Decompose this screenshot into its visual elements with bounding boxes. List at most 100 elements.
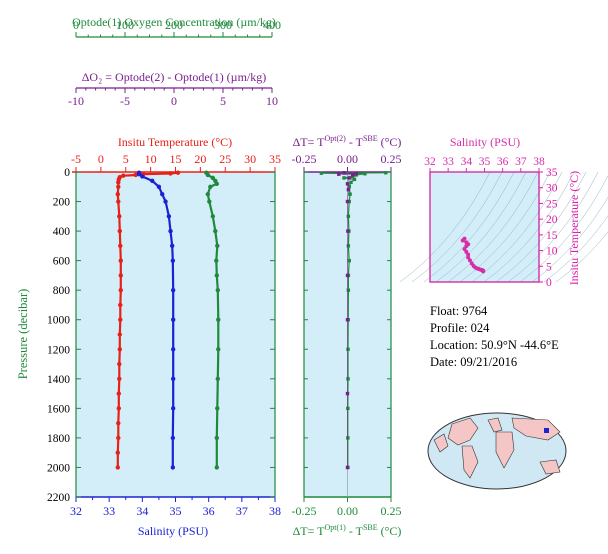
ts-temp-tick-label: 20: [546, 214, 558, 226]
oxygen-profile-point: [214, 273, 219, 278]
pressure-tick-label: 1200: [47, 344, 70, 356]
title-part: (°C): [378, 524, 402, 538]
ts-line: [461, 238, 484, 272]
density-isoline: [447, 171, 539, 283]
ts-temp-tick-label: 5: [546, 261, 552, 273]
temperature-tick-label: 5: [123, 152, 129, 166]
salinity-tick-label: 38: [269, 504, 281, 518]
delta-t-bottom-tick-label: 0.00: [337, 504, 358, 518]
ts-salinity-tick-label: 37: [515, 156, 527, 168]
delta-o2-tick-label: 0: [171, 94, 177, 108]
salinity-profile-point: [150, 178, 155, 184]
salinity-profile-point: [170, 435, 176, 441]
ts-salinity-tick-label: 33: [442, 156, 454, 168]
temperature-profile-point: [117, 376, 122, 382]
oxygen-profile-point: [208, 184, 213, 189]
salinity-axis-title: Salinity (PSU): [138, 524, 208, 538]
salinity-profile-point: [170, 376, 176, 382]
salinity-tick-label: 34: [136, 504, 148, 518]
pressure-tick-label: 1800: [47, 433, 70, 445]
salinity-profile-point: [166, 214, 172, 219]
world-map-land: [433, 433, 449, 453]
delta-t-point: [347, 199, 351, 204]
salinity-tick-label: 35: [170, 504, 182, 518]
delta-t-point: [319, 171, 324, 175]
delta-o2-axis-title: ΔO₂ = Optode(2) - Optode(1) (µm/kg): [82, 70, 267, 84]
oxygen-profile-point: [207, 199, 212, 204]
oxygen-tick-label: 200: [165, 18, 183, 32]
oxygen-profile-point: [215, 376, 220, 382]
density-isoline: [483, 171, 575, 283]
salinity-tick-label: 37: [236, 504, 248, 518]
temperature-tick-label: 25: [219, 152, 231, 166]
title-part: ΔT= T: [293, 135, 326, 149]
oxygen-profile-point: [210, 175, 216, 181]
pressure-tick-label: 0: [64, 167, 70, 179]
delta-t-point: [345, 273, 350, 278]
ts-temp-tick-label: 0: [546, 277, 552, 289]
density-isoline: [495, 171, 587, 283]
delta-t-point: [349, 180, 353, 185]
temperature-profile-point: [116, 391, 121, 396]
delta-t-point: [346, 244, 351, 248]
temperature-profile-point: [117, 332, 122, 337]
oxygen-profile-point: [214, 435, 219, 441]
density-isoline: [555, 231, 608, 283]
ts-temp-tick-label: 10: [546, 246, 558, 258]
temperature-profile-point: [118, 317, 123, 322]
pressure-tick-label: 1000: [47, 315, 70, 327]
salinity-tick-label: 33: [103, 504, 115, 518]
oxygen-profile-point: [216, 347, 221, 352]
temperature-tick-label: 20: [194, 152, 206, 166]
ts-temp-tick-label: 30: [546, 183, 558, 195]
density-isoline: [411, 171, 503, 283]
density-isoline: [531, 196, 608, 283]
delta-t-top-tick-label: 0.00: [337, 152, 358, 166]
delta-t-point: [346, 377, 350, 381]
delta-t-point: [342, 171, 346, 175]
oxygen-tick-label: 400: [263, 18, 281, 32]
delta-t-bottom-tick-label: -0.25: [292, 504, 317, 518]
temperature-axis-title: Insitu Temperature (°C): [118, 135, 232, 149]
title-part: Opt(2): [325, 134, 347, 143]
delta-o2-tick-label: -10: [68, 94, 84, 108]
world-map-land: [447, 417, 479, 446]
delta-t-point: [347, 185, 351, 189]
ts-panel-bg: [430, 172, 539, 282]
delta-t-point: [384, 171, 388, 175]
delta-t-point: [348, 192, 352, 196]
ts-salinity-tick-label: 38: [533, 156, 545, 168]
salinity-profile-point: [160, 191, 165, 197]
pressure-axis-title: Pressure (decibar): [16, 289, 30, 380]
temperature-profile-point: [116, 406, 121, 411]
profile-panel-bg: [76, 172, 275, 497]
temperature-profile-point: [117, 361, 122, 367]
delta-t-point: [345, 465, 350, 470]
pressure-tick-label: 200: [53, 197, 71, 209]
delta-t-point: [352, 177, 357, 182]
title-part: (°C): [378, 135, 402, 149]
delta-o2-tick-label: -5: [120, 94, 130, 108]
ts-salinity-tick-label: 35: [479, 156, 491, 168]
oxygen-profile-point: [213, 228, 218, 234]
temperature-tick-label: 15: [170, 152, 182, 166]
ts-salinity-title: Salinity (PSU): [450, 135, 520, 149]
title-part: - T: [346, 135, 364, 149]
oxygen-profile-point: [214, 181, 219, 187]
ts-salinity-tick-label: 36: [497, 156, 509, 168]
title-part: Opt(1): [325, 523, 347, 532]
salinity-tick-label: 32: [70, 504, 82, 518]
oxygen-tick-label: 0: [73, 18, 79, 32]
float-location-marker: [544, 428, 549, 433]
pressure-tick-label: 800: [53, 285, 71, 297]
world-map-land: [511, 417, 561, 441]
delta-o2-tick-label: 10: [266, 94, 278, 108]
delta-t-top-tick-label: 0.25: [381, 152, 402, 166]
title-part: - T: [346, 524, 364, 538]
temperature-profile-point: [116, 199, 121, 204]
delta-t-point: [342, 176, 346, 180]
delta-t-bottom-title: ΔT= TOpt(1) - TSBE (°C): [293, 523, 402, 538]
temperature-profile-point: [118, 287, 123, 293]
delta-t-point: [345, 182, 350, 186]
temperature-profile-point: [118, 273, 123, 278]
